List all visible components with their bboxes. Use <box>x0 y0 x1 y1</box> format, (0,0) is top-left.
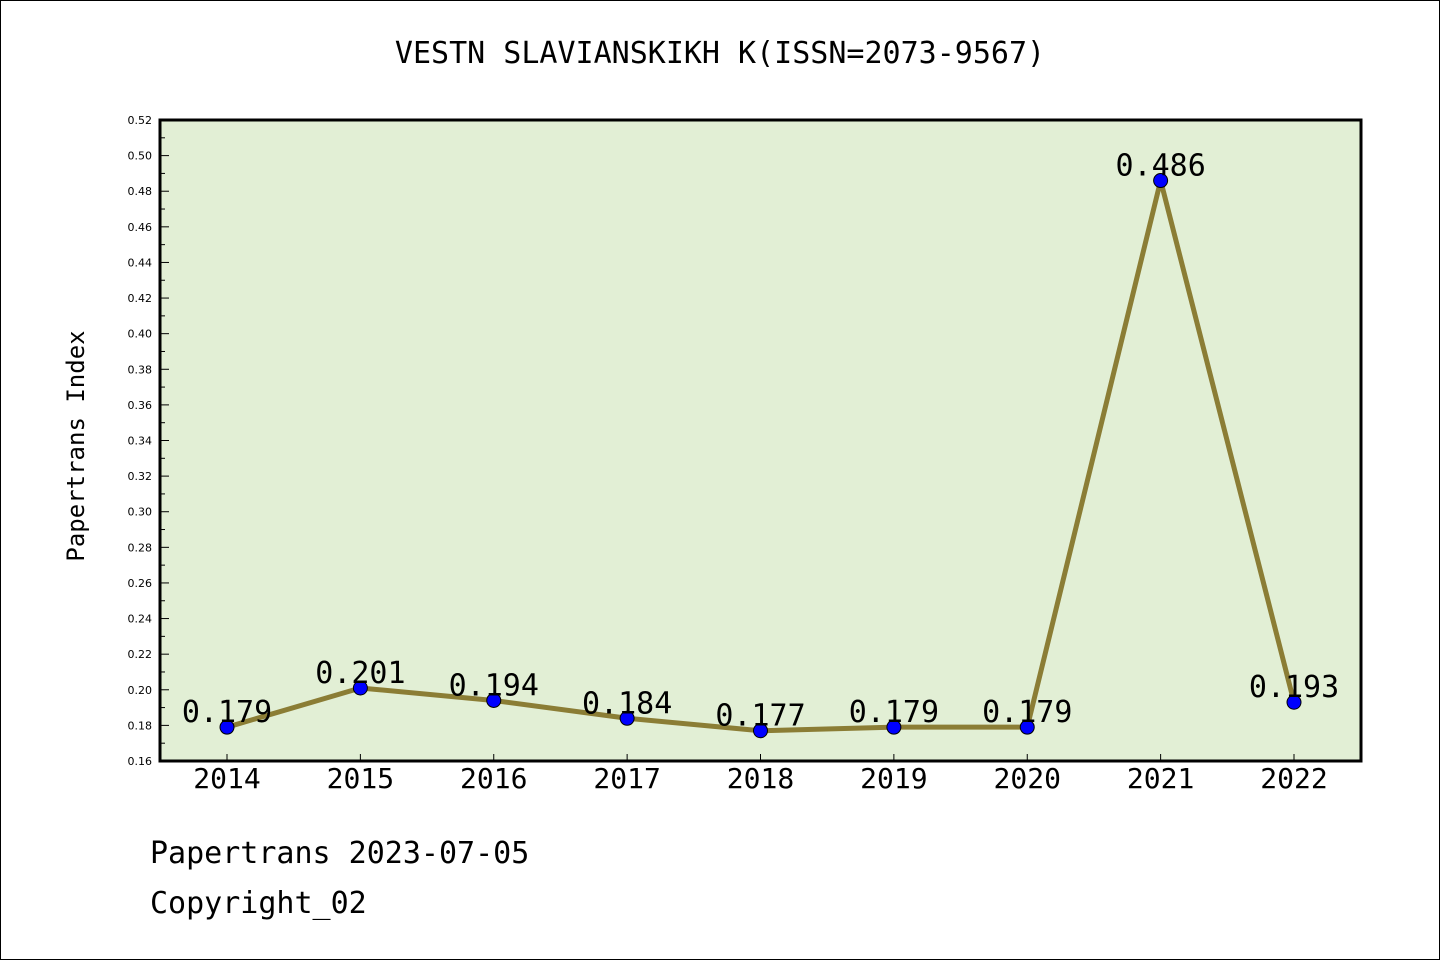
markers-group <box>219 173 1302 739</box>
x-tick-label: 2020 <box>994 762 1061 795</box>
data-label: 0.177 <box>715 699 805 734</box>
footer-date: Papertrans 2023-07-05 <box>150 836 530 871</box>
y-tick-label: 0.24 <box>128 613 153 626</box>
x-tick-label: 2019 <box>860 762 927 795</box>
x-tick-label: 2014 <box>193 762 260 795</box>
y-tick-label: 0.34 <box>128 435 153 448</box>
y-tick-label: 0.44 <box>128 256 153 269</box>
data-point <box>1153 173 1169 189</box>
data-point <box>753 723 768 739</box>
data-label: 0.193 <box>1249 670 1339 705</box>
y-tick-label: 0.42 <box>128 292 153 305</box>
y-tick-label: 0.16 <box>128 755 153 768</box>
y-tick-label: 0.52 <box>128 114 153 127</box>
data-label: 0.486 <box>1115 149 1205 184</box>
data-label: 0.179 <box>982 695 1072 730</box>
x-tick-label: 2022 <box>1260 762 1327 795</box>
y-tick-label: 0.30 <box>128 506 153 519</box>
x-tick-label: 2016 <box>460 762 527 795</box>
y-tick-label: 0.40 <box>128 328 153 341</box>
x-tick-label: 2021 <box>1127 762 1194 795</box>
y-axis: 0.16 0.18 0.20 0.22 0.24 0.26 0.28 0.30 0.32 0.34… <box>128 114 169 768</box>
x-axis: 2014 2015 2016 2017 2018 2019 2020 2021 2022 <box>193 754 1328 795</box>
data-label: 0.184 <box>582 686 672 721</box>
data-point <box>619 710 635 726</box>
y-tick-label: 0.28 <box>128 541 153 554</box>
data-label: 0.179 <box>182 695 272 730</box>
y-tick-label: 0.48 <box>128 185 153 198</box>
x-tick-label: 2015 <box>327 762 394 795</box>
data-point <box>886 719 902 735</box>
y-tick-label: 0.26 <box>128 577 153 590</box>
chart-title: VESTN SLAVIANSKIKH K(ISSN=2073-9567) <box>394 36 1046 71</box>
data-label: 0.194 <box>449 668 539 703</box>
data-point <box>219 719 235 735</box>
footer-copyright: Copyright_02 <box>150 886 367 921</box>
y-tick-label: 0.20 <box>128 684 153 697</box>
y-tick-label: 0.18 <box>128 719 153 732</box>
data-labels-group: 0.179 0.201 0.194 0.184 0.177 0.179 0.179 0.486… <box>182 149 1339 734</box>
y-tick-label: 0.22 <box>128 648 153 661</box>
y-tick-label: 0.46 <box>128 221 153 234</box>
data-point <box>352 680 368 696</box>
data-point <box>1286 694 1302 710</box>
data-label: 0.179 <box>849 695 939 730</box>
data-point <box>486 692 502 708</box>
y-tick-label: 0.36 <box>128 399 153 412</box>
x-tick-label: 2018 <box>727 762 794 795</box>
data-point <box>1019 719 1035 735</box>
data-label: 0.201 <box>315 656 405 691</box>
plot-area <box>158 118 1363 763</box>
x-tick-label: 2017 <box>593 762 660 795</box>
y-tick-label: 0.38 <box>128 363 153 376</box>
y-tick-label: 0.32 <box>128 470 153 483</box>
y-tick-label: 0.50 <box>128 150 153 163</box>
